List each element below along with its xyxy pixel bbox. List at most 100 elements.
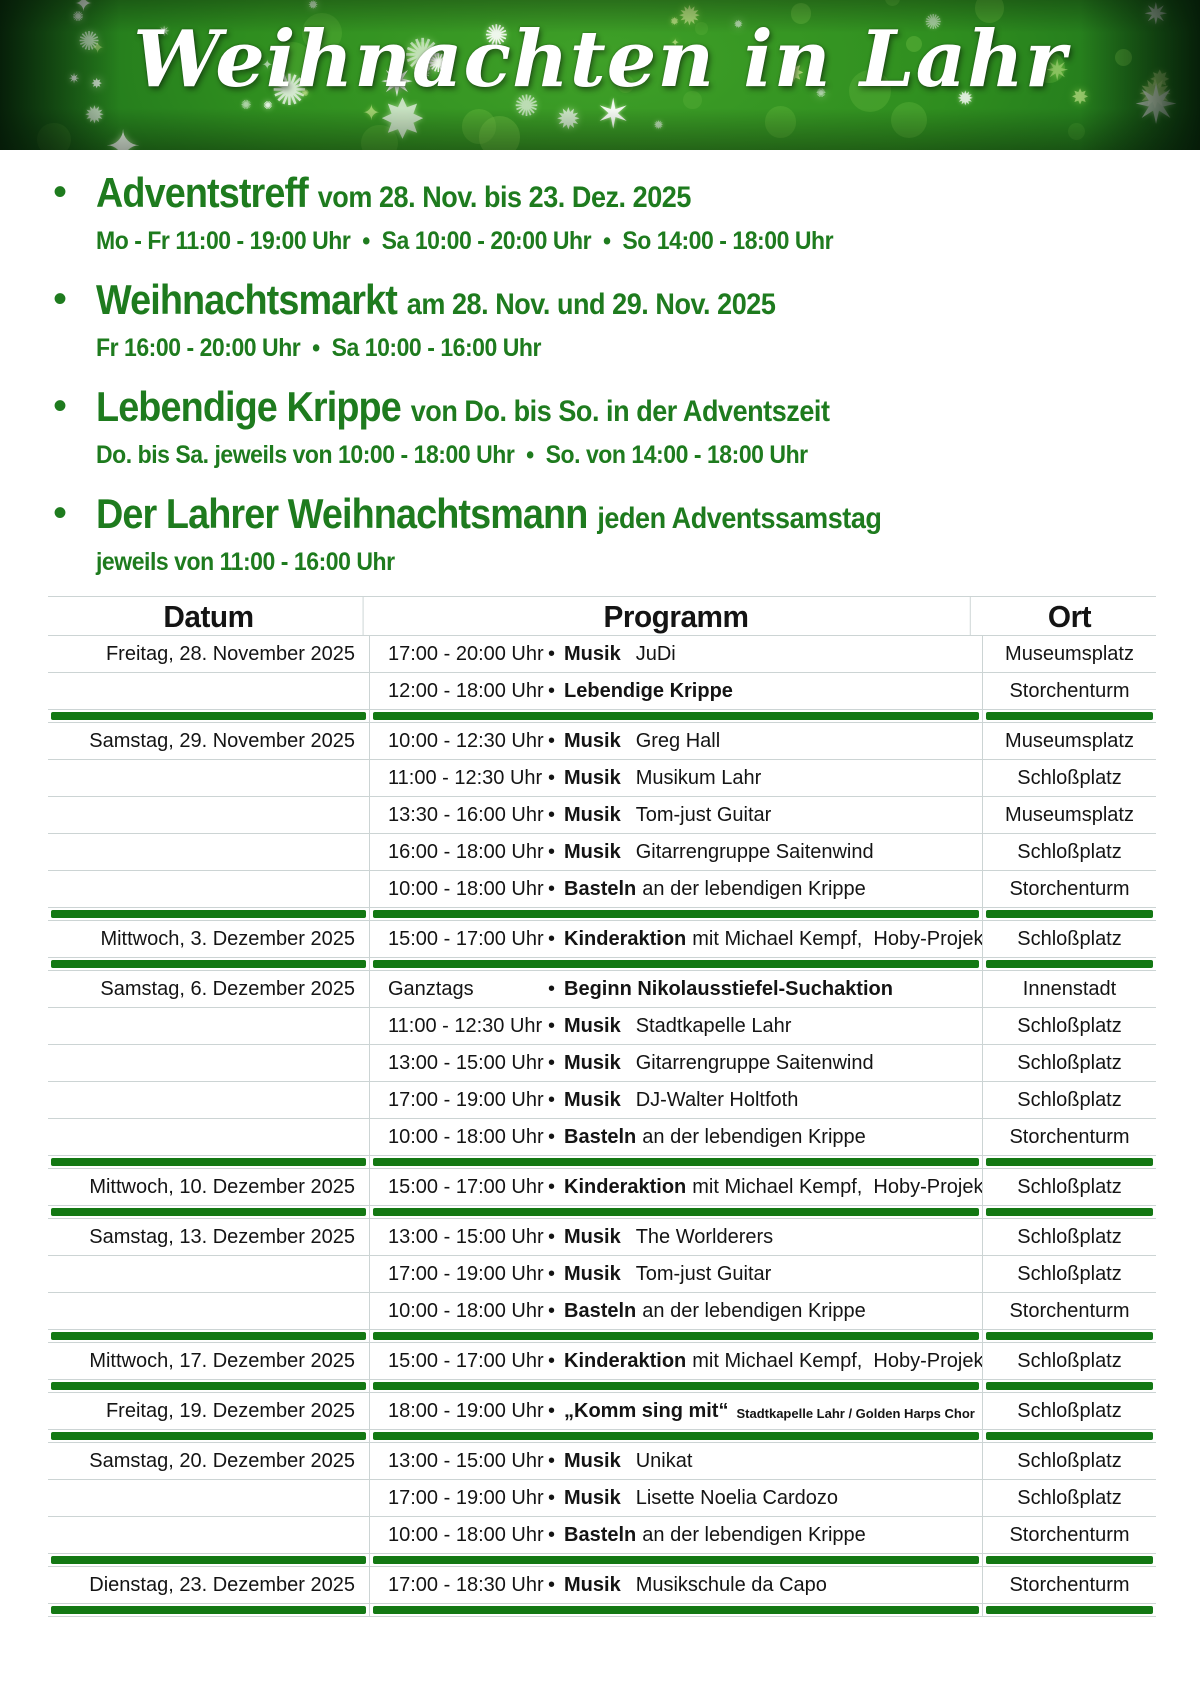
event-body: Weihnachtsmarkt am 28. Nov. und 29. Nov. …: [96, 277, 851, 363]
divider-cell: [48, 1206, 370, 1218]
program-label: Musik: [564, 1262, 621, 1285]
program-label: Musik: [564, 803, 621, 826]
bokeh-dot: [764, 106, 797, 139]
program-cell: 17:00 - 20:00 Uhr • Musik JuDi: [370, 636, 983, 672]
program-label: Musik: [564, 1573, 621, 1596]
program-detail: Musikum Lahr: [635, 766, 762, 789]
divider-cell: [983, 908, 1156, 920]
group-divider: [48, 1604, 1156, 1617]
divider-cell: [48, 958, 370, 970]
bullet-icon: •: [548, 642, 556, 665]
date-cell: Mittwoch, 17. Dezember 2025: [48, 1343, 370, 1379]
divider-cell: [983, 1554, 1156, 1566]
star-icon: ✹: [555, 103, 581, 137]
program-label: Musik: [564, 1014, 621, 1037]
divider-bar: [373, 1208, 979, 1216]
ort-cell: Schloßplatz: [1017, 1226, 1122, 1248]
divider-bar: [986, 1332, 1153, 1340]
bullet-icon: •: [548, 977, 556, 1000]
divider-cell: [370, 710, 983, 722]
program-time: 13:00 - 15:00 Uhr: [388, 1225, 544, 1248]
table-row: 13:30 - 16:00 Uhr • Musik Tom-just Guitar Mu…: [48, 797, 1156, 834]
program-label: Beginn Nikolausstiefel-Suchaktion: [564, 977, 893, 1000]
bullet-icon: •: [548, 1486, 556, 1509]
event-subtitle: von Do. bis So. in der Adventszeit: [410, 395, 830, 428]
divider-cell: [983, 1206, 1156, 1218]
divider-bar: [51, 910, 366, 918]
event-heading: Weihnachtsmarkt am 28. Nov. und 29. Nov. …: [96, 277, 776, 333]
program-cell: 11:00 - 12:30 Uhr • Musik Musikum Lahr: [370, 760, 983, 796]
table-row: 17:00 - 19:00 Uhr • Musik Tom-just Guitar Sc…: [48, 1256, 1156, 1293]
divider-cell: [48, 1380, 370, 1392]
program-cell: 11:00 - 12:30 Uhr • Musik Stadtkapelle Lahr: [370, 1008, 983, 1044]
divider-cell: [983, 1604, 1156, 1616]
divider-bar: [373, 1606, 979, 1614]
program-label: Musik: [564, 1225, 621, 1248]
table-row: Freitag, 28. November 2025 17:00 - 20:00 …: [48, 636, 1156, 673]
group-divider: [48, 1380, 1156, 1393]
program-detail: Tom-just Guitar: [635, 1262, 772, 1285]
ort-cell: Museumsplatz: [1005, 643, 1134, 665]
program-time: 17:00 - 19:00 Uhr: [388, 1262, 544, 1285]
divider-cell: [48, 1156, 370, 1168]
divider-bar: [51, 960, 366, 968]
program-cell: 15:00 - 17:00 Uhr • Kinderaktion mit Michae…: [370, 1169, 983, 1205]
program-time: 13:00 - 15:00 Uhr: [388, 1051, 544, 1074]
program-cell: 17:00 - 18:30 Uhr • Musik Musikschule da Ca…: [370, 1567, 983, 1603]
page-title: Weihnachten in Lahr: [133, 14, 1067, 105]
ort-cell: Schloßplatz: [1017, 1350, 1122, 1372]
divider-bar: [373, 960, 979, 968]
event-body: Der Lahrer Weihnachtsmann jeden Adventssa…: [96, 491, 969, 577]
divider-bar: [373, 1332, 979, 1340]
program-cell: 17:00 - 19:00 Uhr • Musik Tom-just Guitar: [370, 1256, 983, 1292]
date-cell: [48, 1480, 370, 1516]
divider-cell: [48, 1554, 370, 1566]
ort-cell: Storchenturm: [1009, 1300, 1130, 1322]
program-time: 10:00 - 12:30 Uhr: [388, 729, 544, 752]
bullet-icon: •: [53, 170, 68, 214]
program-cell: 15:00 - 17:00 Uhr • Kinderaktion mit Michae…: [370, 1343, 983, 1379]
bullet-icon: •: [53, 277, 68, 321]
header-cell-programm: Programm: [382, 597, 971, 635]
program-cell: 10:00 - 18:00 Uhr • Basteln an der lebendig…: [370, 871, 983, 907]
date-cell: [48, 1008, 370, 1044]
program-time: 17:00 - 20:00 Uhr: [388, 642, 544, 665]
program-label: Musik: [564, 729, 621, 752]
table-row: 10:00 - 18:00 Uhr • Basteln an der lebendig…: [48, 1293, 1156, 1330]
divider-bar: [51, 712, 366, 720]
date-cell: [48, 1119, 370, 1155]
divider-cell: [370, 1380, 983, 1392]
table-row: Samstag, 13. Dezember 2025 13:00 - 15:00 …: [48, 1219, 1156, 1256]
schedule-table: Datum Programm Ort Freitag, 28. November…: [48, 596, 1156, 1617]
event-heading: Adventstreff vom 28. Nov. bis 23. Dez. 20…: [96, 170, 817, 226]
table-row: Mittwoch, 10. Dezember 2025 15:00 - 17:00…: [48, 1169, 1156, 1206]
bullet-icon: •: [548, 679, 556, 702]
header-cell-ort: Ort: [1047, 599, 1092, 634]
table-row: 17:00 - 19:00 Uhr • Musik Lisette Noelia Ca…: [48, 1480, 1156, 1517]
bullet-icon: •: [548, 1262, 556, 1285]
divider-cell: [48, 1604, 370, 1616]
divider-bar: [986, 960, 1153, 968]
program-cell: 10:00 - 18:00 Uhr • Basteln an der lebendig…: [370, 1119, 983, 1155]
bullet-icon: •: [548, 927, 556, 950]
date-cell: Samstag, 6. Dezember 2025: [48, 971, 370, 1007]
program-detail: mit Michael Kempf, Hoby-Projekt: [692, 1349, 983, 1372]
divider-cell: [370, 1330, 983, 1342]
ort-cell: Storchenturm: [1009, 878, 1130, 900]
table-row: Freitag, 19. Dezember 2025 18:00 - 19:00 …: [48, 1393, 1156, 1430]
divider-cell: [983, 1430, 1156, 1442]
group-divider: [48, 1554, 1156, 1567]
ort-cell: Innenstadt: [1022, 978, 1117, 1000]
program-cell: 13:00 - 15:00 Uhr • Musik Unikat: [370, 1443, 983, 1479]
event-heading: Der Lahrer Weihnachtsmann jeden Adventssa…: [96, 491, 882, 547]
program-cell: 17:00 - 19:00 Uhr • Musik Lisette Noelia Ca…: [370, 1480, 983, 1516]
program-time: 13:30 - 16:00 Uhr: [388, 803, 544, 826]
program-label: Musik: [564, 840, 621, 863]
table-row: Dienstag, 23. Dezember 2025 17:00 - 18:30…: [48, 1567, 1156, 1604]
divider-bar: [51, 1158, 366, 1166]
ort-cell: Schloßplatz: [1017, 1400, 1122, 1422]
divider-bar: [51, 1606, 366, 1614]
program-detail: Lisette Noelia Cardozo: [635, 1486, 839, 1509]
divider-bar: [373, 1158, 979, 1166]
program-cell: 16:00 - 18:00 Uhr • Musik Gitarrengruppe Sa…: [370, 834, 983, 870]
